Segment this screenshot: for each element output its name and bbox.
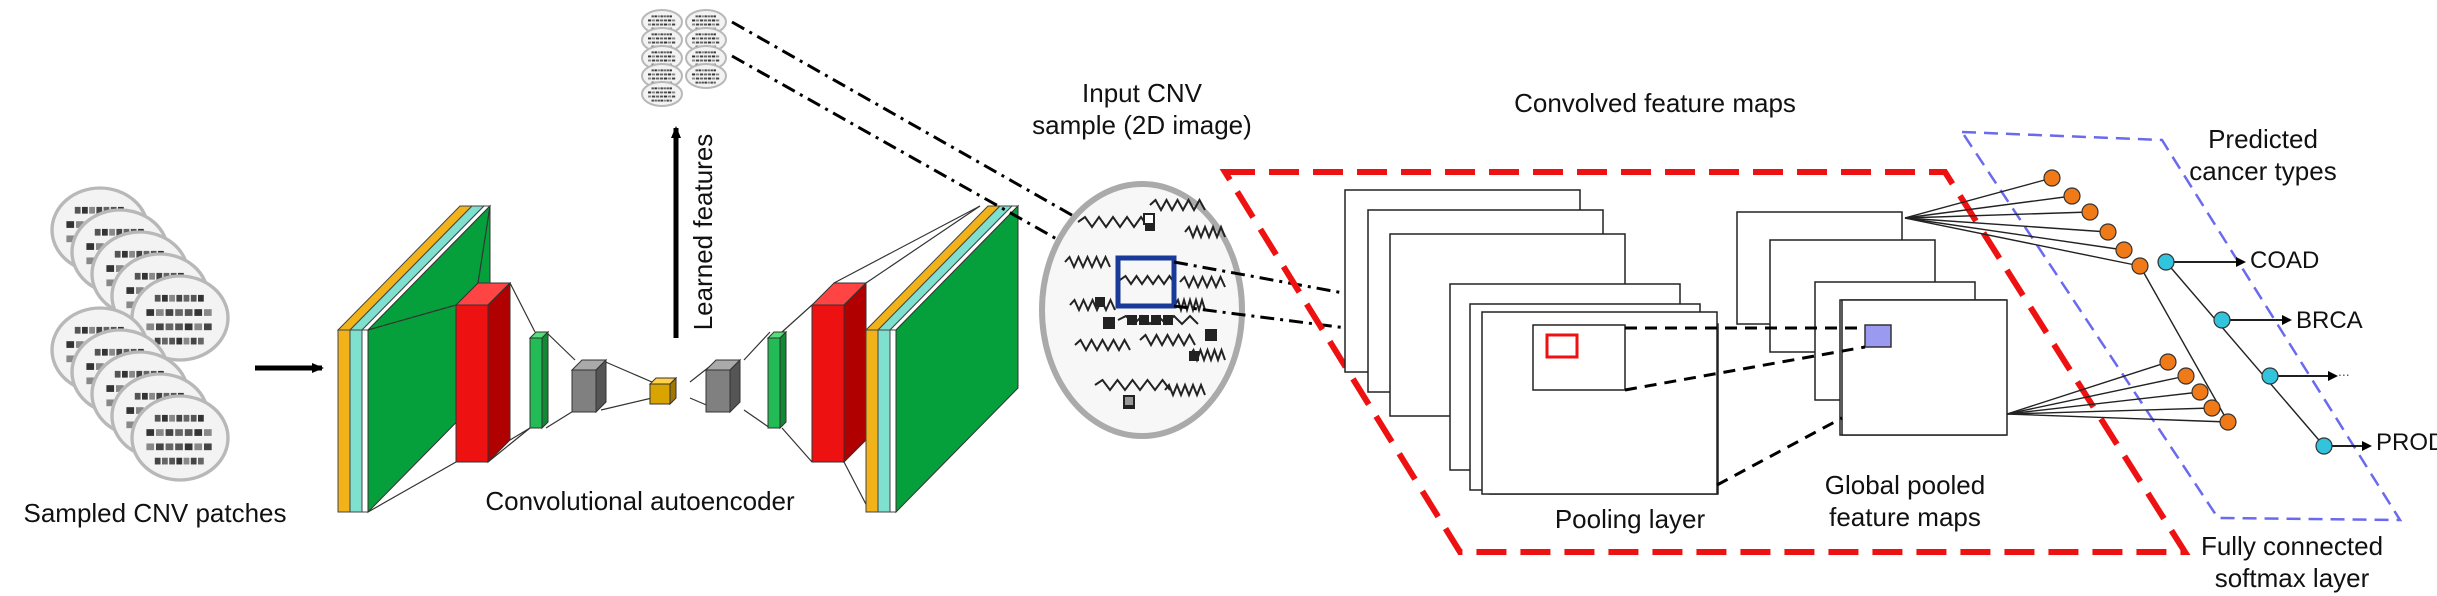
cnv-signal-line bbox=[1064, 254, 1111, 270]
cnv-patch-disc bbox=[130, 274, 230, 362]
cnv-signal-line bbox=[1184, 224, 1226, 240]
fc-neuron bbox=[2115, 241, 2133, 259]
label-predicted-line1: Predicted bbox=[2208, 124, 2318, 154]
decoder-green-small bbox=[766, 330, 788, 430]
fc-neuron bbox=[2131, 257, 2149, 275]
pooled-value-patch bbox=[1864, 324, 1892, 348]
cnv-patch-disc bbox=[130, 394, 230, 482]
fc-edge bbox=[1904, 177, 2053, 219]
cnv-marker bbox=[1095, 297, 1105, 307]
cnv-signal-line bbox=[1119, 274, 1176, 286]
cnv-signal-line bbox=[1077, 215, 1149, 229]
decoder-output-layer bbox=[864, 204, 1020, 514]
cnv-patch-disc bbox=[641, 45, 683, 71]
output-neuron bbox=[2261, 367, 2279, 385]
fc-edge bbox=[1904, 217, 2109, 233]
cnv-signal-line bbox=[1139, 332, 1196, 348]
label-input-cnv-line1: Input CNV bbox=[1082, 78, 1203, 108]
fc-neuron bbox=[2177, 367, 2195, 385]
label-learned-features: Learned features bbox=[688, 134, 718, 331]
fc-neuron bbox=[2203, 399, 2221, 417]
fc-edge bbox=[2006, 391, 2201, 415]
cnv-signal-line bbox=[1179, 274, 1226, 290]
cnv-signal-line bbox=[1164, 382, 1206, 398]
cnv-marker bbox=[1205, 329, 1217, 341]
encoder-input-layer bbox=[336, 204, 492, 514]
label-global-pooled-line2: feature maps bbox=[1829, 502, 1981, 532]
fc-neuron bbox=[2043, 169, 2061, 187]
output-neuron bbox=[2157, 253, 2175, 271]
label-input-cnv-line2: sample (2D image) bbox=[1032, 110, 1252, 140]
cnv-patch-disc bbox=[641, 9, 683, 35]
label-sampled-cnv-patches: Sampled CNV patches bbox=[23, 498, 286, 528]
label-output-ellipsis: ... bbox=[2338, 363, 2350, 379]
pooling-red-window bbox=[1545, 333, 1579, 359]
latent-code-block bbox=[648, 376, 678, 406]
cnv-signal-line bbox=[1069, 297, 1116, 313]
label-global-pooled-line1: Global pooled bbox=[1825, 470, 1985, 500]
cnv-marker bbox=[1127, 315, 1137, 325]
fc-edge bbox=[2165, 261, 2325, 447]
fc-edge bbox=[1904, 195, 2073, 219]
input-cnv-sample bbox=[1039, 181, 1245, 439]
pool-to-global-lines bbox=[1624, 326, 1866, 487]
cnv-marker bbox=[1123, 395, 1135, 407]
label-convolved-feature-maps: Convolved feature maps bbox=[1514, 88, 1796, 118]
fully-connected-frame bbox=[1959, 130, 2403, 522]
label-output-brca: BRCA bbox=[2296, 307, 2363, 334]
cnv-marker bbox=[1143, 213, 1155, 225]
label-convolutional-autoencoder: Convolutional autoencoder bbox=[485, 486, 795, 516]
fc-neuron bbox=[2219, 413, 2237, 431]
fc-edge bbox=[2006, 375, 2187, 415]
label-fc-line2: softmax layer bbox=[2215, 563, 2370, 593]
label-output-coad: COAD bbox=[2250, 247, 2319, 274]
fc-neuron bbox=[2191, 383, 2209, 401]
input-receptive-field bbox=[1115, 255, 1177, 309]
fc-neuron bbox=[2099, 223, 2117, 241]
learned-features-patches bbox=[641, 9, 727, 107]
decoder-red-block bbox=[810, 281, 868, 464]
fc-edge bbox=[2006, 361, 2169, 415]
fc-edge bbox=[2006, 407, 2213, 415]
convolutional-autoencoder bbox=[336, 204, 1020, 514]
output-neuron bbox=[2315, 437, 2333, 455]
sampled-cnv-patches bbox=[50, 186, 230, 482]
cnv-patch-disc bbox=[685, 63, 727, 89]
label-pooling-layer: Pooling layer bbox=[1555, 504, 1706, 534]
cnv-marker bbox=[1189, 351, 1199, 361]
output-neuron bbox=[2213, 311, 2231, 329]
cnv-signal-line bbox=[1094, 378, 1171, 392]
fc-edge bbox=[1904, 217, 2141, 267]
label-output-prod: PROD bbox=[2376, 429, 2437, 456]
cnv-marker bbox=[1103, 317, 1115, 329]
convolution-frame bbox=[1219, 169, 2191, 555]
output-nodes bbox=[2157, 253, 2372, 455]
cnv-marker bbox=[1139, 315, 1149, 325]
fc-neuron bbox=[2063, 187, 2081, 205]
label-fc-line1: Fully connected bbox=[2201, 531, 2383, 561]
encoder-red-block bbox=[454, 281, 512, 464]
fc-edge bbox=[1904, 211, 2091, 219]
cnv-signal-line bbox=[1074, 337, 1131, 353]
cnv-patch-disc bbox=[641, 81, 683, 107]
fc-edge bbox=[2006, 413, 2229, 423]
encoder-green-small bbox=[528, 330, 550, 430]
global-pooled-map bbox=[1841, 299, 2008, 436]
cnv-signal-line bbox=[1149, 197, 1206, 213]
fc-connections bbox=[1904, 177, 2325, 447]
fc-nodes bbox=[2043, 169, 2237, 431]
fc-neuron bbox=[2159, 353, 2177, 371]
decoder-gray-block bbox=[704, 358, 742, 414]
cnv-marker bbox=[1163, 315, 1173, 325]
encoder-gray-block bbox=[570, 358, 608, 414]
cnv-marker bbox=[1151, 315, 1161, 325]
fc-edge bbox=[1904, 217, 2125, 251]
fc-neuron bbox=[2081, 203, 2099, 221]
fc-edge bbox=[2139, 265, 2229, 423]
label-predicted-line2: cancer types bbox=[2189, 156, 2336, 186]
